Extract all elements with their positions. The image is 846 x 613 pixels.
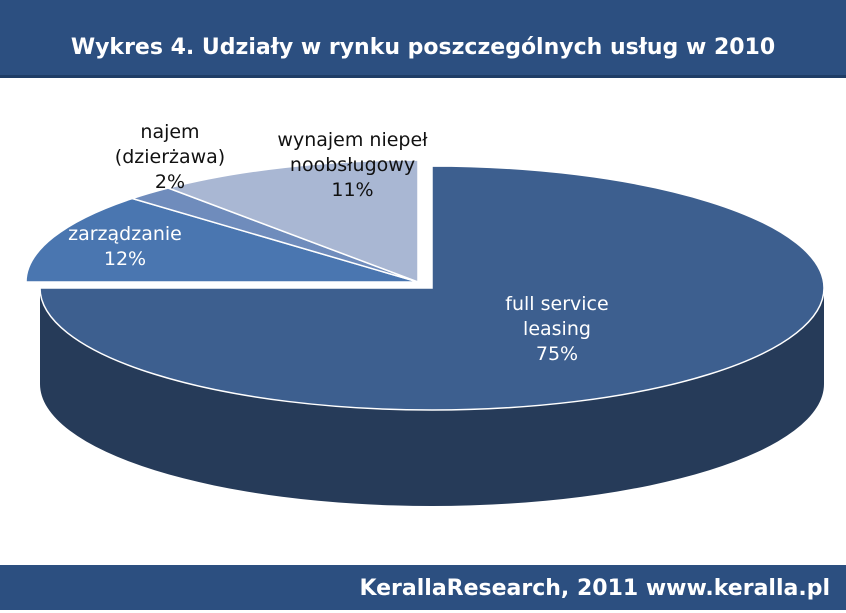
data-label: zarządzanie 12% bbox=[60, 222, 190, 272]
chart-title: Wykres 4. Udziały w rynku poszczególnych… bbox=[70, 35, 776, 60]
slice-top bbox=[39, 165, 825, 411]
value-label: 2% bbox=[154, 171, 186, 193]
value-label: 12% bbox=[103, 248, 147, 270]
slice-side bbox=[40, 288, 824, 506]
data-label: full service leasing 75% bbox=[487, 292, 627, 367]
data-label: najem (dzierżawa) 2% bbox=[105, 120, 235, 195]
slice-top bbox=[165, 159, 419, 284]
slice bbox=[165, 159, 419, 284]
source: KerallaResearch, 2011 www.keralla.pl bbox=[359, 576, 830, 601]
slice bbox=[25, 197, 419, 283]
category-label: zarządzanie bbox=[68, 223, 182, 245]
title-bar: Wykres 4. Udziały w rynku poszczególnych… bbox=[0, 0, 846, 78]
data-label: wynajem niepełnoobsługowy 11% bbox=[275, 128, 430, 203]
value-label: 75% bbox=[535, 343, 579, 365]
category-label: najem (dzierżawa) bbox=[114, 121, 226, 168]
value-label: 11% bbox=[331, 179, 374, 201]
category-label: full service leasing bbox=[505, 293, 609, 340]
slice-top bbox=[25, 197, 419, 283]
slice bbox=[39, 165, 825, 506]
category-label: wynajem niepełnoobsługowy bbox=[277, 129, 428, 176]
footer-bar: KerallaResearch, 2011 www.keralla.pl bbox=[0, 565, 846, 610]
